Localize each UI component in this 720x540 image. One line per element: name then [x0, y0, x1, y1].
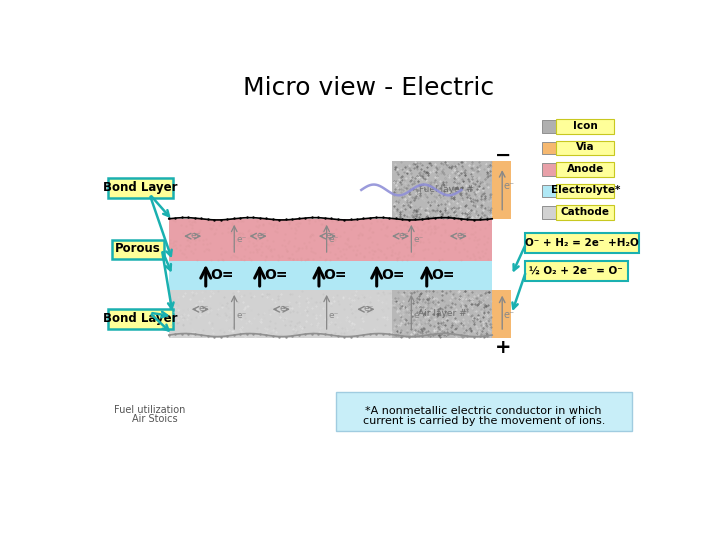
Bar: [168, 261, 492, 289]
Bar: [542, 206, 556, 219]
Text: e⁻: e⁻: [414, 311, 424, 320]
Text: e⁻: e⁻: [456, 231, 467, 240]
Text: e⁻: e⁻: [256, 231, 266, 240]
Text: −: −: [495, 145, 511, 164]
Text: *A nonmetallic electric conductor in which: *A nonmetallic electric conductor in whi…: [366, 406, 602, 416]
Text: +: +: [495, 338, 511, 357]
Bar: [542, 185, 556, 197]
FancyBboxPatch shape: [557, 140, 614, 156]
FancyBboxPatch shape: [557, 184, 614, 198]
Text: Bond Layer: Bond Layer: [103, 312, 178, 325]
Text: e⁻: e⁻: [504, 181, 515, 191]
Text: Bond Layer: Bond Layer: [103, 181, 178, 194]
Text: O=: O=: [264, 268, 288, 282]
Bar: [542, 164, 556, 176]
Text: O=: O=: [323, 268, 347, 282]
Bar: [542, 120, 556, 132]
FancyBboxPatch shape: [525, 233, 639, 253]
Text: e⁻: e⁻: [237, 235, 247, 245]
Bar: [492, 161, 511, 219]
Text: Fuel layer #: Fuel layer #: [418, 185, 473, 194]
Text: Electrolyte*: Electrolyte*: [551, 185, 620, 195]
Bar: [168, 289, 492, 338]
FancyBboxPatch shape: [525, 261, 628, 281]
FancyBboxPatch shape: [112, 240, 163, 259]
Text: e⁻: e⁻: [237, 311, 247, 320]
FancyBboxPatch shape: [557, 162, 614, 177]
Text: Anode: Anode: [567, 164, 604, 174]
Text: e⁻: e⁻: [198, 304, 209, 313]
Text: e⁻: e⁻: [279, 304, 289, 313]
Text: O=: O=: [431, 268, 455, 282]
FancyBboxPatch shape: [107, 178, 173, 198]
FancyBboxPatch shape: [557, 119, 614, 134]
Bar: [492, 289, 511, 338]
Text: O=: O=: [210, 268, 234, 282]
FancyBboxPatch shape: [107, 309, 173, 328]
Text: O⁻ + H₂ = 2e⁻ +H₂O: O⁻ + H₂ = 2e⁻ +H₂O: [525, 238, 639, 248]
Text: e⁻: e⁻: [504, 310, 515, 320]
Bar: [392, 289, 492, 338]
Text: e⁻: e⁻: [325, 231, 336, 240]
Text: Porous: Porous: [115, 242, 161, 255]
Text: Air layer #: Air layer #: [418, 309, 467, 319]
Text: e⁻: e⁻: [364, 304, 374, 313]
Text: e⁻: e⁻: [329, 311, 339, 320]
Bar: [392, 161, 492, 219]
Text: O=: O=: [382, 268, 405, 282]
Bar: [168, 219, 492, 261]
Text: Cathode: Cathode: [561, 207, 610, 217]
Text: Air Stoics: Air Stoics: [132, 414, 178, 424]
Text: e⁻: e⁻: [414, 235, 424, 245]
Text: Micro view - Electric: Micro view - Electric: [243, 76, 495, 100]
Text: Fuel utilization: Fuel utilization: [114, 405, 185, 415]
FancyBboxPatch shape: [557, 205, 614, 220]
Text: e⁻: e⁻: [329, 235, 339, 245]
Text: Via: Via: [576, 142, 595, 152]
Text: e⁻: e⁻: [191, 231, 201, 240]
Text: e⁻: e⁻: [398, 231, 409, 240]
FancyBboxPatch shape: [336, 392, 631, 430]
Text: Icon: Icon: [573, 120, 598, 131]
Text: ½ O₂ + 2e⁻ = O⁻: ½ O₂ + 2e⁻ = O⁻: [529, 265, 623, 275]
Text: current is carried by the movement of ions.: current is carried by the movement of io…: [363, 416, 605, 426]
Bar: [542, 142, 556, 154]
